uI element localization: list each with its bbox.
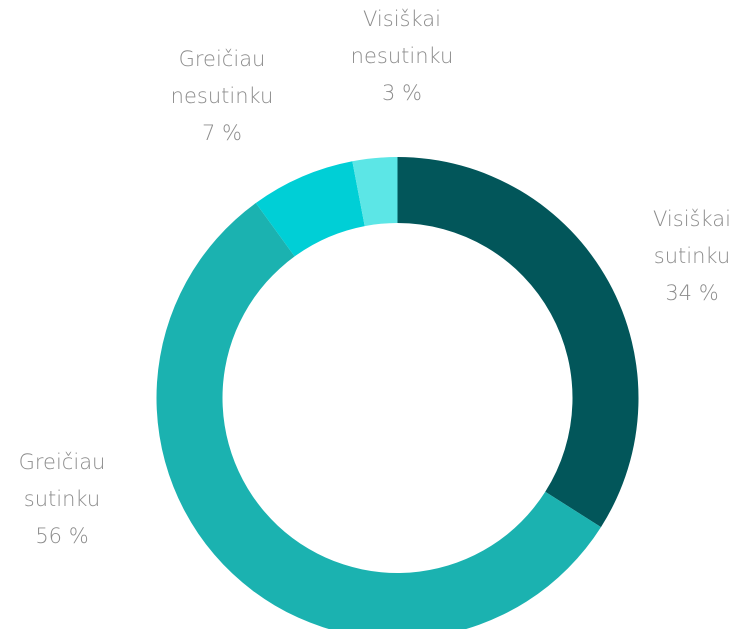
label-line: nesutinku xyxy=(171,84,274,108)
slice-value-label: 7 % xyxy=(202,121,242,145)
label-line: nesutinku xyxy=(351,44,454,68)
label-line: sutinku xyxy=(654,244,730,268)
slice-category-label: Greičiau sutinku xyxy=(19,450,106,511)
label-line: Greičiau xyxy=(19,450,106,474)
donut-slice xyxy=(397,157,639,528)
slice-value-label: 56 % xyxy=(35,524,88,548)
donut-slice xyxy=(352,157,398,227)
slice-category-label: Visiškai nesutinku xyxy=(351,7,454,68)
slice-value-label: 3 % xyxy=(382,81,422,105)
donut-slice xyxy=(156,203,601,629)
donut-slice xyxy=(255,161,365,257)
slice-category-label: Visiškai sutinku xyxy=(653,207,731,268)
label-line: Visiškai xyxy=(653,207,731,231)
slice-value-label: 34 % xyxy=(665,281,718,305)
label-line: Visiškai xyxy=(363,7,441,31)
label-line: Greičiau xyxy=(179,47,266,71)
slice-category-label: Greičiau nesutinku xyxy=(171,47,274,108)
label-line: sutinku xyxy=(24,487,100,511)
